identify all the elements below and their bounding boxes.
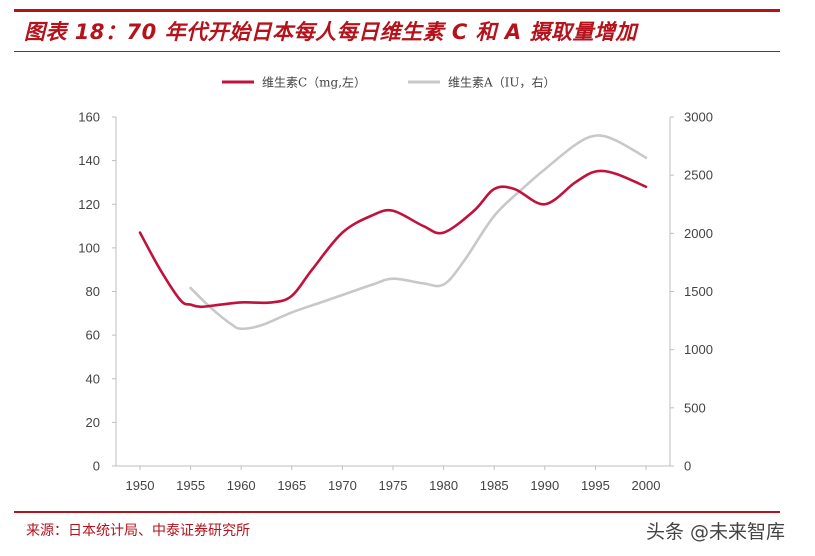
x-tick-label: 1990 (530, 478, 559, 493)
y-left-tick-label: 0 (93, 459, 100, 474)
y-right-tick-label: 2500 (684, 168, 713, 183)
top-rule (14, 9, 780, 12)
series-line-vitamin-c (138, 169, 648, 309)
y-right-tick-label: 500 (684, 400, 706, 415)
y-right-tick-label: 1500 (684, 284, 713, 299)
source-note: 来源：日本统计局、中泰证券研究所 (26, 523, 250, 539)
y-right-tick-label: 3000 (684, 110, 713, 125)
watermark: 头条 @未来智库 (646, 521, 786, 543)
y-right-tick-label: 1000 (684, 342, 713, 357)
line-chart: 0 20 40 60 80 100 120 140 160 0 500 1000 1500 2000 250… (78, 75, 713, 494)
y-left-tick-label: 160 (78, 110, 100, 125)
axes: 0 20 40 60 80 100 120 140 160 0 500 1000 1500 2000 250… (78, 110, 713, 494)
x-tick-label: 1970 (328, 478, 357, 493)
x-tick-label: 1960 (227, 478, 256, 493)
title-rule (14, 51, 780, 52)
chart-title: 图表 18：70 年代开始日本每人每日维生素 C 和 A 摄取量增加 (24, 20, 637, 44)
legend-item-vitamin-a-label: 维生素A（IU，右） (448, 75, 556, 90)
legend: 维生素C（mg,左） 维生素A（IU，右） (222, 75, 556, 90)
series-layer (138, 134, 648, 331)
x-tick-label: 1985 (480, 478, 509, 493)
y-left-tick-label: 100 (78, 240, 100, 255)
y-left-tick-label: 120 (78, 197, 100, 212)
y-right-tick-label: 0 (684, 459, 691, 474)
x-tick-label: 1995 (581, 478, 610, 493)
bottom-rule (14, 511, 780, 513)
series-line-vitamin-a (189, 134, 648, 331)
y-left-tick-label: 20 (86, 415, 100, 430)
legend-item-vitamin-c-label: 维生素C（mg,左） (262, 75, 366, 90)
x-tick-label: 1975 (379, 478, 408, 493)
x-tick-label: 1965 (277, 478, 306, 493)
y-right-tick-label: 2000 (684, 226, 713, 241)
y-left-tick-label: 80 (86, 284, 100, 299)
y-left-tick-label: 40 (86, 371, 100, 386)
x-tick-label: 2000 (632, 478, 661, 493)
y-left-tick-label: 140 (78, 153, 100, 168)
x-tick-label: 1955 (176, 478, 205, 493)
x-tick-label: 1950 (126, 478, 155, 493)
y-left-tick-label: 60 (86, 328, 100, 343)
x-tick-label: 1980 (429, 478, 458, 493)
